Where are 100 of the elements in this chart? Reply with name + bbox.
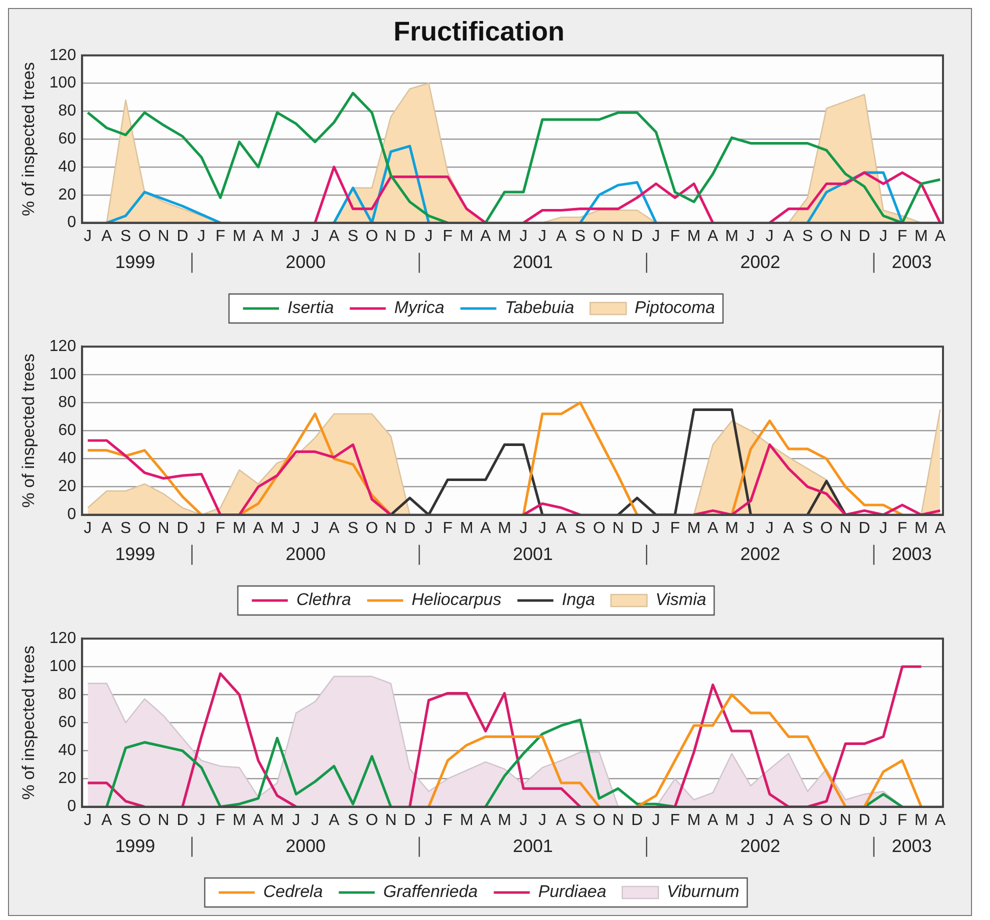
x-tick-label: A bbox=[934, 228, 946, 245]
y-tick-label: 120 bbox=[49, 630, 76, 648]
x-tick-label: A bbox=[328, 812, 340, 829]
x-tick-label: N bbox=[612, 520, 624, 537]
x-tick-label: J bbox=[84, 520, 92, 537]
x-tick-label: J bbox=[197, 520, 206, 537]
text: 2001 bbox=[512, 544, 553, 564]
x-tick-label: M bbox=[270, 228, 284, 245]
y-tick-label: 40 bbox=[58, 742, 76, 760]
y-tick-label: 80 bbox=[58, 686, 76, 704]
x-tick-label: J bbox=[879, 228, 888, 245]
x-tick-label: A bbox=[101, 228, 112, 245]
x-tick-label: M bbox=[232, 228, 246, 245]
x-tick-label: O bbox=[138, 228, 151, 245]
x-tick-label: M bbox=[460, 228, 474, 245]
x-tick-label: J bbox=[84, 228, 92, 245]
x-tick-label: F bbox=[215, 520, 226, 537]
legend-label: Clethra bbox=[296, 590, 352, 610]
y-tick-label: 100 bbox=[49, 74, 76, 92]
text: 1999 bbox=[115, 544, 156, 564]
x-tick-label: A bbox=[934, 520, 946, 537]
x-tick-label: M bbox=[270, 812, 284, 829]
x-tick-label: J bbox=[424, 520, 433, 537]
x-tick-label: F bbox=[670, 520, 680, 537]
legend-label: Inga bbox=[562, 590, 595, 610]
x-tick-label: O bbox=[820, 520, 833, 537]
x-tick-label: J bbox=[84, 812, 92, 829]
x-tick-label: J bbox=[424, 812, 433, 829]
x-tick-label: J bbox=[292, 228, 300, 245]
y-tick-label: 60 bbox=[58, 422, 76, 440]
x-tick-label: S bbox=[120, 228, 131, 245]
x-tick-label: S bbox=[120, 520, 131, 537]
x-tick-label: S bbox=[348, 812, 358, 829]
x-tick-label: J bbox=[652, 228, 660, 245]
x-tick-label: J bbox=[766, 520, 774, 537]
x-tick-label: M bbox=[460, 520, 474, 537]
x-tick-label: S bbox=[348, 228, 358, 245]
legend-label: Cedrela bbox=[263, 882, 323, 902]
x-tick-label: J bbox=[519, 812, 528, 829]
x-tick-label: F bbox=[897, 812, 908, 829]
x-tick-label: A bbox=[934, 812, 946, 829]
x-tick-label: N bbox=[158, 520, 170, 537]
y-tick-label: 40 bbox=[58, 450, 76, 468]
x-tick-label: F bbox=[442, 520, 453, 537]
x-tick-label: J bbox=[652, 520, 660, 537]
x-tick-label: N bbox=[840, 812, 852, 829]
x-tick-label: A bbox=[708, 228, 719, 245]
x-tick-label: D bbox=[176, 812, 188, 829]
x-tick-label: D bbox=[176, 520, 188, 537]
x-tick-label: J bbox=[292, 812, 300, 829]
y-tick-label: 40 bbox=[58, 158, 76, 176]
y-axis-title: % of inspected trees bbox=[18, 354, 38, 508]
x-tick-label: M bbox=[914, 520, 928, 537]
x-tick-label: N bbox=[840, 228, 852, 245]
x-tick-label: N bbox=[840, 520, 852, 537]
y-tick-label: 60 bbox=[58, 130, 76, 148]
x-tick-label: N bbox=[385, 520, 397, 537]
y-tick-label: 60 bbox=[58, 714, 76, 732]
y-tick-label: 120 bbox=[49, 338, 76, 356]
text: 2001 bbox=[512, 836, 553, 856]
y-tick-label: 20 bbox=[58, 186, 76, 204]
y-tick-label: 80 bbox=[58, 394, 76, 412]
x-tick-label: D bbox=[176, 228, 188, 245]
x-tick-label: N bbox=[158, 812, 170, 829]
x-tick-label: M bbox=[914, 228, 928, 245]
x-tick-label: J bbox=[879, 812, 888, 829]
y-tick-label: 100 bbox=[49, 658, 76, 676]
x-tick-label: M bbox=[460, 812, 474, 829]
x-tick-label: A bbox=[328, 228, 340, 245]
x-tick-label: O bbox=[138, 520, 151, 537]
x-tick-label: J bbox=[746, 812, 755, 829]
x-tick-label: O bbox=[592, 812, 606, 829]
x-tick-label: A bbox=[480, 520, 492, 537]
x-tick-label: A bbox=[328, 520, 340, 537]
x-tick-label: O bbox=[366, 228, 378, 245]
x-tick-label: M bbox=[270, 520, 284, 537]
x-tick-label: N bbox=[158, 228, 170, 245]
x-tick-label: M bbox=[687, 812, 701, 829]
y-tick-label: 0 bbox=[67, 798, 76, 816]
legend-label: Isertia bbox=[288, 298, 334, 318]
x-tick-label: J bbox=[424, 228, 433, 245]
x-tick-label: J bbox=[879, 520, 888, 537]
x-tick-label: F bbox=[670, 228, 680, 245]
y-axis-title: % of inspected trees bbox=[18, 646, 38, 800]
x-tick-label: J bbox=[292, 520, 300, 537]
x-tick-label: M bbox=[232, 812, 246, 829]
x-tick-label: M bbox=[687, 228, 701, 245]
text: 2003 bbox=[892, 252, 932, 272]
x-tick-label: F bbox=[670, 812, 680, 829]
x-tick-label: A bbox=[252, 228, 264, 245]
text: 1999 bbox=[115, 836, 156, 856]
y-tick-label: 20 bbox=[58, 478, 76, 496]
x-tick-label: J bbox=[311, 228, 320, 245]
x-tick-label: J bbox=[746, 228, 755, 245]
x-tick-label: A bbox=[101, 812, 112, 829]
x-tick-label: O bbox=[138, 812, 151, 829]
legend-label: Viburnum bbox=[666, 882, 740, 902]
x-tick-label: A bbox=[708, 812, 719, 829]
text: 2001 bbox=[512, 252, 553, 272]
text: 2002 bbox=[740, 836, 780, 856]
